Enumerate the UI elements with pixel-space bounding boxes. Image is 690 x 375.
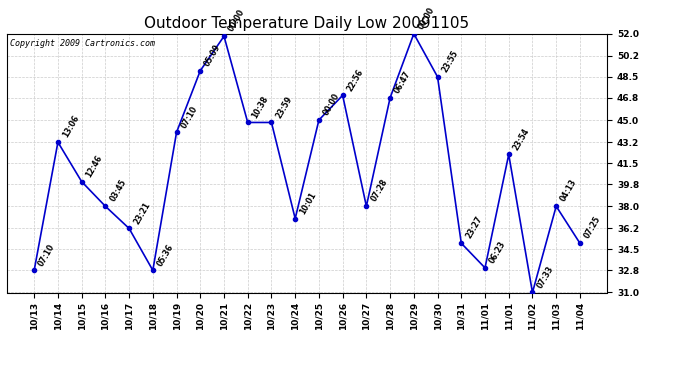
Text: 04:13: 04:13 (559, 178, 579, 204)
Text: 23:59: 23:59 (274, 94, 294, 120)
Text: 12:46: 12:46 (84, 153, 104, 179)
Text: 10:38: 10:38 (250, 94, 270, 120)
Text: 23:21: 23:21 (132, 200, 152, 226)
Text: 22:56: 22:56 (346, 67, 365, 93)
Text: 03:45: 03:45 (108, 178, 128, 204)
Text: 23:27: 23:27 (464, 215, 484, 240)
Text: 00:00: 00:00 (227, 8, 246, 33)
Text: 23:54: 23:54 (511, 126, 531, 152)
Text: 07:28: 07:28 (369, 178, 389, 204)
Text: 06:23: 06:23 (488, 240, 508, 265)
Text: 05:09: 05:09 (203, 43, 223, 68)
Text: 07:10: 07:10 (37, 242, 57, 267)
Text: 23:55: 23:55 (440, 49, 460, 74)
Text: 10:01: 10:01 (298, 190, 318, 216)
Title: Outdoor Temperature Daily Low 20091105: Outdoor Temperature Daily Low 20091105 (144, 16, 470, 31)
Text: 00:00: 00:00 (417, 6, 437, 31)
Text: 07:10: 07:10 (179, 104, 199, 129)
Text: 00:00: 00:00 (322, 92, 342, 117)
Text: 05:36: 05:36 (156, 242, 175, 267)
Text: 06:47: 06:47 (393, 69, 413, 95)
Text: 07:33: 07:33 (535, 264, 555, 290)
Text: 13:06: 13:06 (61, 114, 81, 140)
Text: 07:25: 07:25 (582, 215, 602, 240)
Text: Copyright 2009 Cartronics.com: Copyright 2009 Cartronics.com (10, 39, 155, 48)
